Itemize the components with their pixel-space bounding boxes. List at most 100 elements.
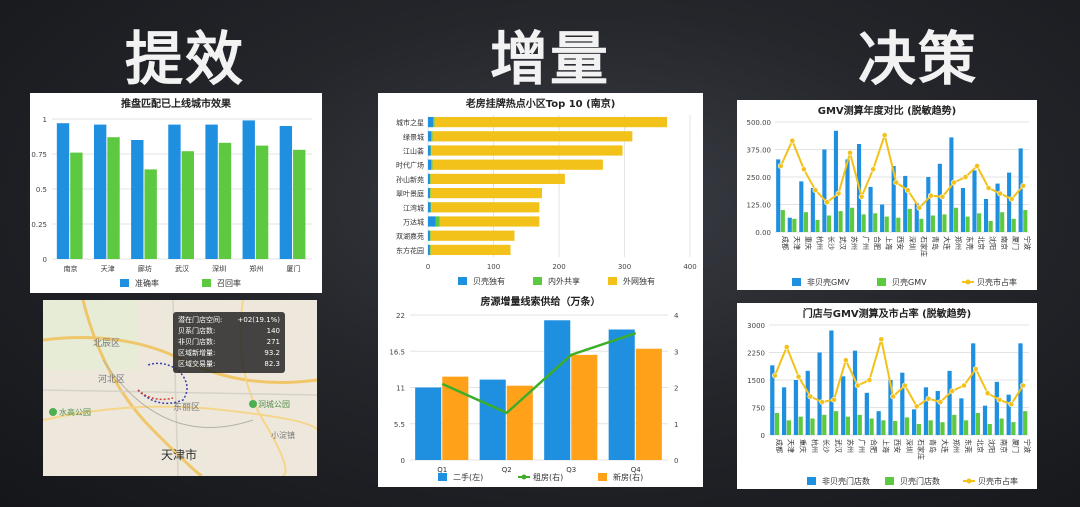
bar <box>995 183 1000 232</box>
line-point <box>902 382 908 389</box>
bar <box>799 181 804 232</box>
bar <box>431 202 540 213</box>
bar <box>896 217 901 232</box>
legend-label: 非贝壳门店数 <box>822 476 870 486</box>
bar <box>430 187 542 199</box>
tooltip-row: 区域新增量: 93.2 <box>178 349 280 357</box>
tooltip-row: 贝系门店数: 140 <box>178 327 280 335</box>
bar <box>776 159 781 232</box>
legend-swatch <box>458 277 467 285</box>
x-tick-label: 厦门 <box>1012 236 1021 250</box>
line-point <box>800 166 807 173</box>
bar <box>815 219 820 232</box>
bar <box>479 379 506 460</box>
line-point <box>961 382 967 389</box>
x-tick-label: 廊坊 <box>138 264 152 273</box>
y-tick-label: 3000 <box>747 322 765 330</box>
bar <box>923 387 929 435</box>
x-tick-label: 郑州 <box>952 439 960 453</box>
bar <box>803 212 808 232</box>
bar <box>919 218 924 232</box>
x-tick-label: 苏州 <box>846 439 855 453</box>
chart-panel-city-effect: 推盘匹配已上线城市效果 0 0.25 0.5 0.75 1 南京 天津 廊坊 武汉 深圳 郑州 厦门准… <box>30 93 322 293</box>
bar <box>431 159 433 170</box>
y-tick-label: 500.00 <box>747 119 772 127</box>
bar <box>56 123 70 259</box>
line-point <box>937 399 944 405</box>
bar <box>864 392 869 435</box>
bar <box>893 421 898 435</box>
bar <box>608 329 635 460</box>
x-tick-label: 东莞 <box>966 236 975 250</box>
x-tick-label: 深圳 <box>905 439 914 453</box>
bar <box>1006 394 1011 435</box>
y2-tick-label: 4 <box>674 312 679 320</box>
bar <box>205 124 218 259</box>
bar <box>430 145 432 156</box>
bar <box>930 215 935 232</box>
x-tick-label: 西安 <box>896 236 905 250</box>
map-panel[interactable]: 北辰区 东丽区 河北区 水高公园 洞城公园 小淀镇 天津市 潜在门店空间: +02… <box>43 300 317 476</box>
y-tick-label: 双湖嘉苑 <box>396 232 424 241</box>
bar <box>787 217 792 232</box>
bar <box>869 418 874 435</box>
legend-swatch <box>885 477 894 485</box>
legend-swatch <box>521 474 527 480</box>
legend-label: 准确率 <box>135 278 159 288</box>
legend-label: 二手(左) <box>453 472 483 482</box>
legend-label: 贝壳市占率 <box>978 476 1018 486</box>
bar <box>780 210 785 232</box>
line-point <box>1020 182 1027 189</box>
bar <box>428 145 431 156</box>
x-tick-label: 北京 <box>976 439 985 453</box>
bar <box>107 137 120 259</box>
bar <box>982 405 988 435</box>
line-point <box>1008 401 1015 408</box>
bar <box>786 420 791 435</box>
bar <box>845 159 850 232</box>
bar <box>975 413 981 435</box>
x-tick-label: 0 <box>426 263 430 271</box>
x-tick-label: 苏州 <box>850 236 859 250</box>
legend-swatch <box>792 278 801 286</box>
x-tick-label: 杭州 <box>815 236 824 250</box>
bar <box>428 230 430 241</box>
x-tick-label: 深圳 <box>212 264 226 273</box>
bar <box>805 370 810 435</box>
bar <box>838 211 843 232</box>
line-point <box>854 382 861 389</box>
line-point <box>819 399 826 405</box>
x-tick-label: 成都 <box>775 439 784 453</box>
bar <box>942 214 947 232</box>
bar <box>916 424 921 435</box>
bar <box>987 424 992 435</box>
y-tick-label: 1 <box>43 116 47 124</box>
y-tick-label: 孙山新苑 <box>396 175 424 184</box>
x-tick-label: 西安 <box>893 439 902 453</box>
bar <box>431 145 623 156</box>
x-tick-label: 南京 <box>1000 236 1009 250</box>
x-tick-label: 沈阳 <box>989 236 998 250</box>
y-tick-label: 翠叶景庭 <box>396 189 424 198</box>
chart-title: 老房挂牌热点小区Top 10 (南京) <box>465 99 616 110</box>
bar <box>965 216 970 232</box>
line-point <box>831 396 837 403</box>
bar <box>904 417 910 435</box>
x-tick-label: 武汉 <box>834 439 843 453</box>
bar <box>415 387 442 460</box>
y-tick-label: 0.75 <box>31 151 47 159</box>
line-point <box>783 344 790 350</box>
x-tick-label: 天津 <box>101 265 115 273</box>
bar <box>810 418 815 435</box>
bar <box>994 381 999 435</box>
x-tick-label: 杭州 <box>810 439 819 453</box>
x-tick-label: 宁波 <box>1023 439 1032 453</box>
bar <box>983 199 989 232</box>
bar <box>428 216 436 227</box>
legend-swatch <box>807 477 816 485</box>
x-tick-label: 上海 <box>881 439 890 453</box>
x-tick-label: 广州 <box>858 439 867 453</box>
chart-title: 房源增量线索供给（万条） <box>480 297 601 308</box>
bar <box>429 187 431 199</box>
x-tick-label: 青岛 <box>929 439 938 453</box>
